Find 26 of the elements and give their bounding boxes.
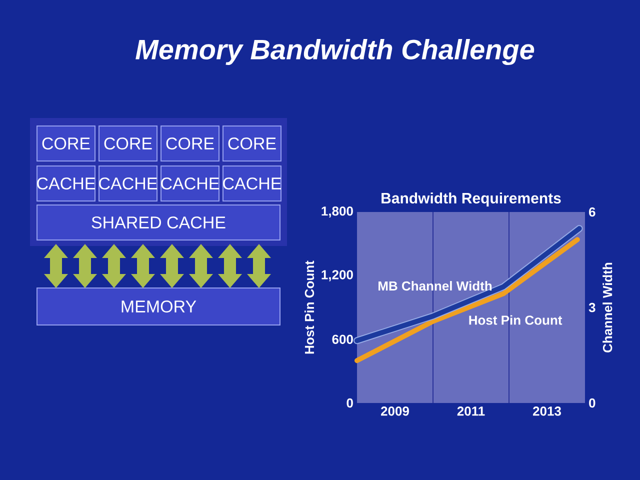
text: MEMORY [122,300,196,313]
y-tick-label: 1,800 [322,206,353,218]
text: CORE [228,137,276,150]
series-label: MB Channel Width [378,281,492,291]
text: Memory Bandwidth Challenge [136,38,534,66]
x-tick-label: 2009 [380,406,409,416]
y2-tick-label: 0 [589,398,596,408]
chart-title: Bandwidth Requirements [382,192,561,206]
series-label: Host Pin Count [469,315,562,325]
y-tick-label: 600 [332,334,353,344]
text: CACHE [37,177,96,190]
text: CORE [104,137,152,150]
y2-tick-label: 3 [588,302,596,312]
y-tick-label: 0 [346,398,353,408]
y2-axis-title: Channel Width [602,262,612,352]
y2-tick-label: 6 [589,207,596,217]
text: CORE [166,137,214,150]
text: CORE [42,137,90,150]
text: CACHE [99,177,158,190]
x-tick-label: 2011 [457,406,485,416]
y-axis-title: Host Pin Count [304,260,314,354]
x-tick-label: 2013 [532,406,561,416]
text: CACHE [223,177,282,190]
y-tick-label: 1,200 [322,270,353,282]
text: CACHE [161,177,220,190]
text: SHARED CACHE [92,216,226,229]
